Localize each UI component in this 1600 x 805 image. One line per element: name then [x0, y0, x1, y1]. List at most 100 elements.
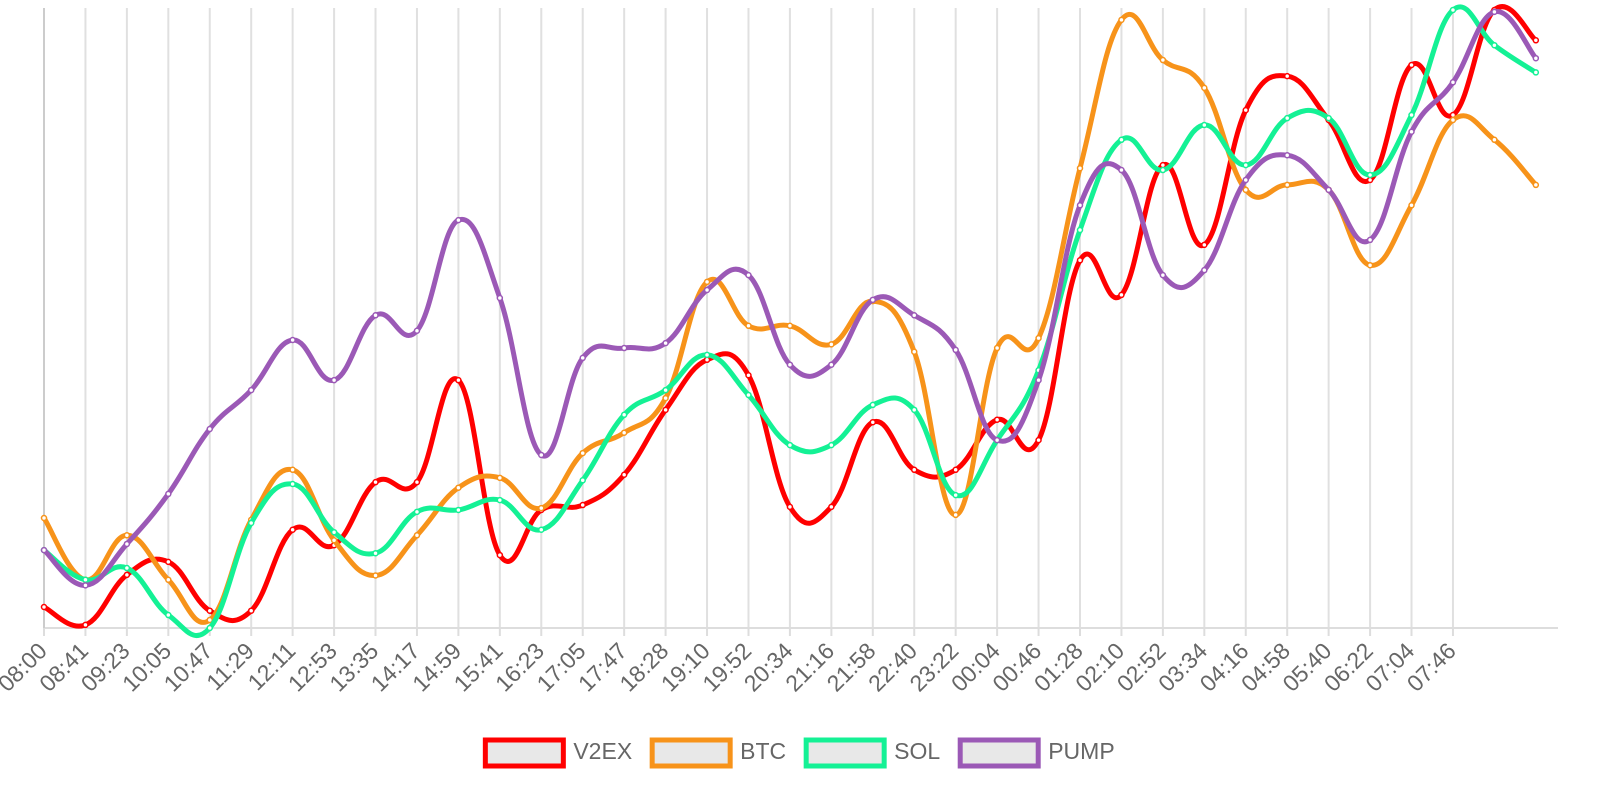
point: [993, 344, 1001, 352]
point: [952, 346, 959, 354]
point: [745, 322, 752, 330]
point: [579, 501, 586, 509]
point: [206, 607, 214, 614]
point: [538, 504, 545, 512]
point: [1159, 166, 1167, 174]
point: [496, 496, 504, 504]
point: [330, 376, 338, 384]
x-tick-label: 11:29: [201, 637, 259, 695]
point: [828, 361, 835, 368]
point: [745, 391, 752, 399]
point: [1491, 8, 1498, 16]
point: [40, 546, 48, 554]
point: [289, 480, 296, 488]
x-tick-label: 10:47: [159, 637, 218, 696]
point: [455, 216, 462, 224]
point: [165, 576, 172, 584]
point: [1035, 334, 1042, 342]
point: [165, 611, 172, 619]
x-tick-label: 07:46: [1402, 637, 1461, 696]
point: [1201, 266, 1208, 274]
point: [1201, 241, 1208, 249]
point: [1532, 54, 1540, 62]
legend-label: BTC: [740, 738, 786, 764]
legend-swatch: [482, 737, 566, 769]
point: [1076, 226, 1084, 234]
point: [1242, 161, 1250, 169]
point: [1076, 202, 1084, 209]
point: [40, 514, 48, 522]
point: [1408, 202, 1415, 209]
point: [455, 484, 462, 491]
point: [1325, 186, 1332, 194]
point: [620, 429, 628, 436]
point: [662, 406, 669, 414]
point: [1408, 111, 1415, 119]
point: [1201, 121, 1208, 129]
point: [952, 466, 959, 474]
legend-label: PUMP: [1048, 738, 1114, 764]
point: [413, 532, 421, 539]
point: [1159, 271, 1167, 279]
point: [910, 466, 918, 474]
point: [1449, 116, 1457, 124]
point: [82, 576, 89, 584]
point: [579, 449, 586, 457]
point: [1159, 56, 1167, 64]
point: [247, 607, 255, 614]
point: [538, 526, 545, 533]
legend-label: V2EX: [573, 738, 632, 764]
point: [1242, 176, 1250, 184]
point: [620, 471, 628, 478]
point: [662, 386, 669, 394]
point: [1366, 261, 1374, 269]
point: [662, 339, 669, 347]
point: [620, 344, 628, 352]
point: [1283, 114, 1291, 122]
point: [413, 508, 421, 516]
point: [703, 278, 711, 286]
point: [247, 386, 255, 394]
point: [496, 551, 504, 559]
point: [1366, 171, 1374, 179]
point: [1242, 106, 1250, 114]
point: [123, 564, 131, 572]
point: [123, 532, 131, 539]
point: [910, 406, 918, 414]
point: [828, 503, 835, 511]
point: [910, 312, 918, 319]
point: [1283, 151, 1291, 159]
point: [703, 286, 711, 294]
point: [206, 624, 214, 632]
point: [1491, 41, 1498, 49]
point: [289, 466, 296, 474]
point: [1035, 376, 1042, 384]
point: [786, 322, 794, 330]
point: [330, 536, 338, 544]
point: [828, 441, 835, 449]
point: [786, 503, 794, 511]
point: [1408, 61, 1415, 69]
point: [910, 348, 918, 356]
point: [123, 540, 131, 548]
point: [496, 294, 504, 302]
point: [82, 582, 89, 589]
point: [620, 411, 628, 419]
point: [372, 312, 379, 319]
point: [40, 603, 48, 611]
point: [662, 394, 669, 402]
legend-swatch: [803, 737, 887, 769]
point: [1532, 37, 1540, 44]
legend: V2EX BTC SOL PUMP: [482, 737, 1115, 769]
point: [1366, 236, 1374, 244]
point: [869, 418, 877, 426]
point: [123, 571, 131, 579]
point: [1491, 136, 1498, 144]
point: [828, 341, 835, 348]
legend-swatch: [957, 737, 1041, 769]
point: [289, 336, 296, 344]
point: [165, 490, 172, 498]
point: [455, 376, 462, 384]
point: [206, 616, 214, 624]
